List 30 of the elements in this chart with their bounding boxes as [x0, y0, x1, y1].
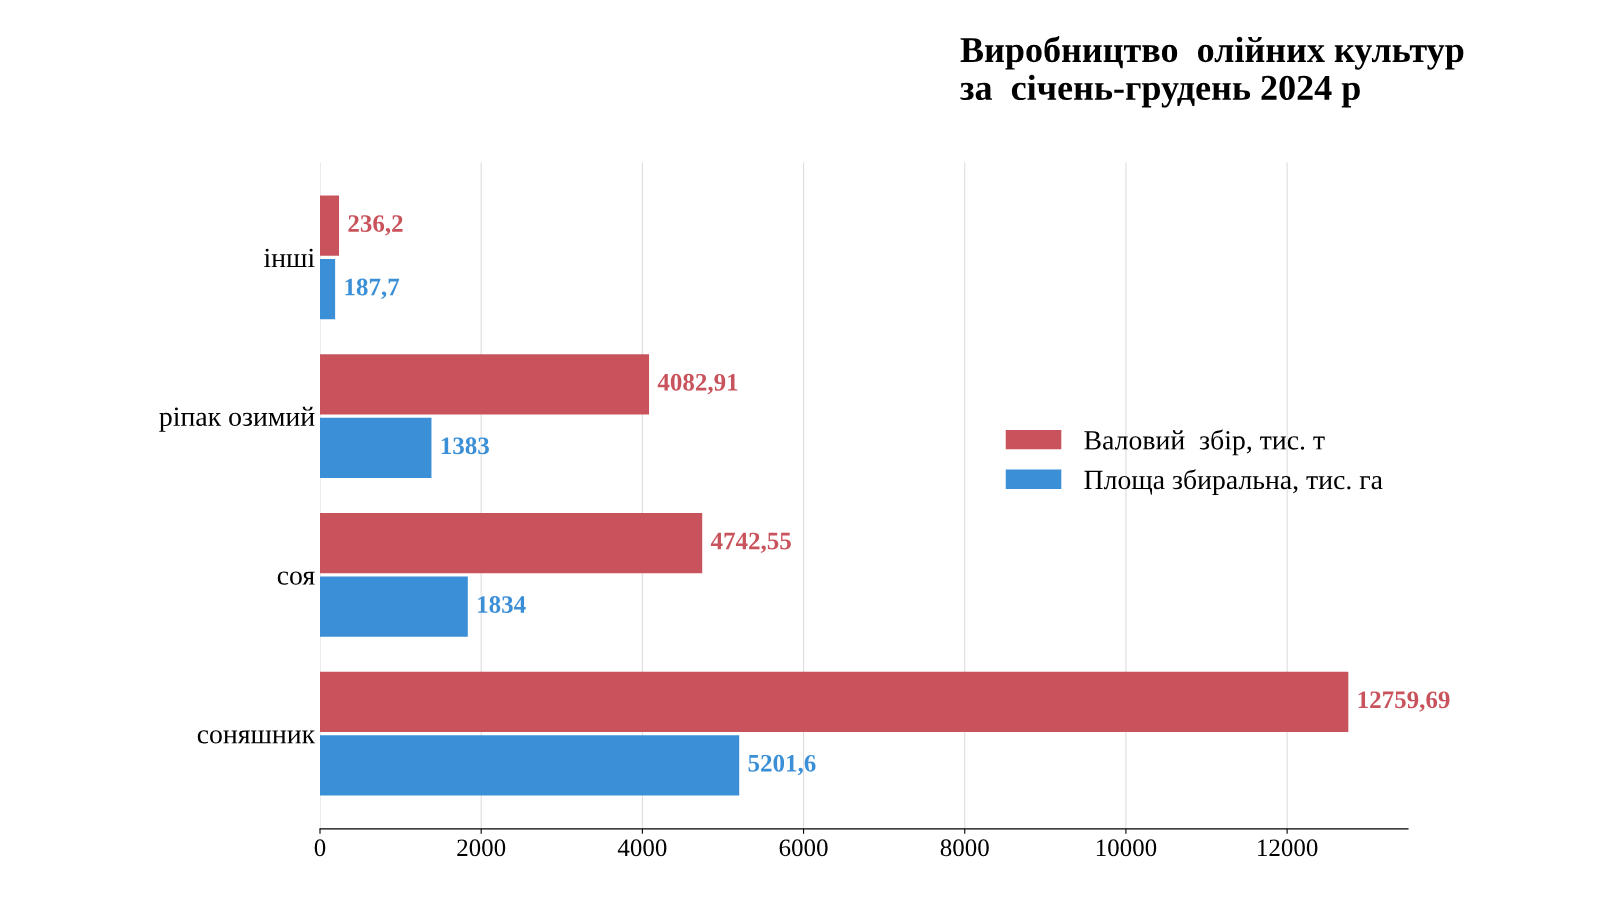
bar	[320, 671, 1349, 733]
bar	[320, 195, 340, 256]
x-tick-label: 6000	[779, 839, 828, 857]
x-tick-label: 0	[314, 839, 326, 857]
y-tick-label: ріпак озимий	[159, 406, 315, 432]
chart-title: Виробництво олійних культур за січень-грудень 2024 р	[960, 36, 1464, 108]
bar	[320, 417, 432, 479]
data-label: 4742,55	[710, 532, 791, 554]
data-label: 12759,69	[1358, 691, 1450, 712]
data-label: 236,2	[348, 215, 403, 236]
bar	[320, 735, 740, 796]
y-tick-label: соя	[277, 571, 315, 585]
x-tick-label: 12000	[1258, 839, 1318, 857]
bar	[320, 513, 703, 574]
data-label: 1834	[478, 596, 526, 613]
bar	[320, 354, 650, 415]
bar	[320, 576, 468, 637]
x-tick-label: 10000	[1096, 839, 1157, 857]
legend-label: Валовий збір, тис. т	[1084, 429, 1325, 456]
data-label: 187,7	[345, 278, 400, 300]
bar	[320, 259, 336, 320]
x-tick-label: 4000	[617, 839, 667, 857]
data-label: 4082,91	[657, 373, 738, 395]
y-tick-label: соняшник	[197, 730, 316, 744]
y-tick-label: інші	[264, 248, 315, 268]
x-tick-label: 2000	[457, 839, 506, 857]
legend-label: Площа збиральна, тис. га	[1084, 469, 1383, 495]
data-label: 5201,6	[748, 754, 816, 776]
x-tick-label: 8000	[940, 839, 989, 857]
data-label: 1383	[441, 437, 489, 455]
